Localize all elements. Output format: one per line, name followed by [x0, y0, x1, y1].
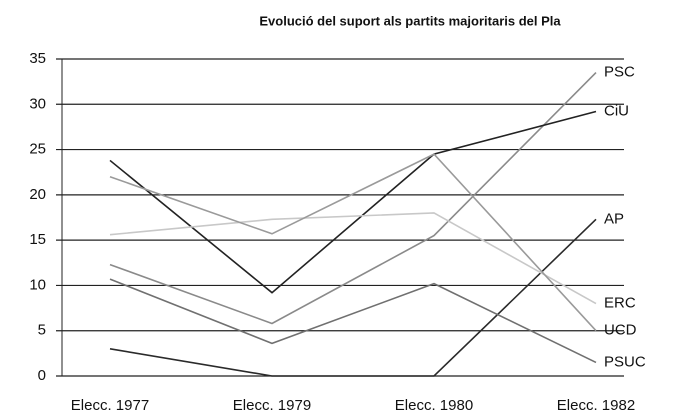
series-label: PSC [604, 64, 635, 81]
y-tick-label: 30 [29, 95, 46, 112]
y-tick-label: 5 [38, 322, 46, 339]
x-tick-label: Elecc. 1982 [557, 397, 635, 414]
y-tick-label: 15 [29, 231, 46, 248]
y-tick-label: 35 [29, 50, 46, 67]
series-label: PSUC [604, 353, 646, 370]
series-line [109, 218, 597, 377]
series-label: AP [604, 210, 624, 227]
y-tick-label: 0 [38, 367, 46, 384]
x-tick-label: Elecc. 1977 [71, 397, 149, 414]
series-line [109, 212, 597, 305]
series-line [109, 153, 597, 332]
series-label: UCD [604, 322, 637, 339]
chart-title: Evolució del suport als partits majorita… [259, 13, 561, 28]
y-tick-label: 10 [29, 276, 46, 293]
series-label: ERC [604, 295, 636, 312]
x-tick-label: Elecc. 1979 [233, 397, 311, 414]
x-tick-label: Elecc. 1980 [395, 397, 473, 414]
series-line [109, 278, 597, 364]
y-tick-label: 20 [29, 186, 46, 203]
series-label: CiU [604, 103, 629, 120]
series-line [109, 72, 597, 325]
y-tick-label: 25 [29, 141, 46, 158]
